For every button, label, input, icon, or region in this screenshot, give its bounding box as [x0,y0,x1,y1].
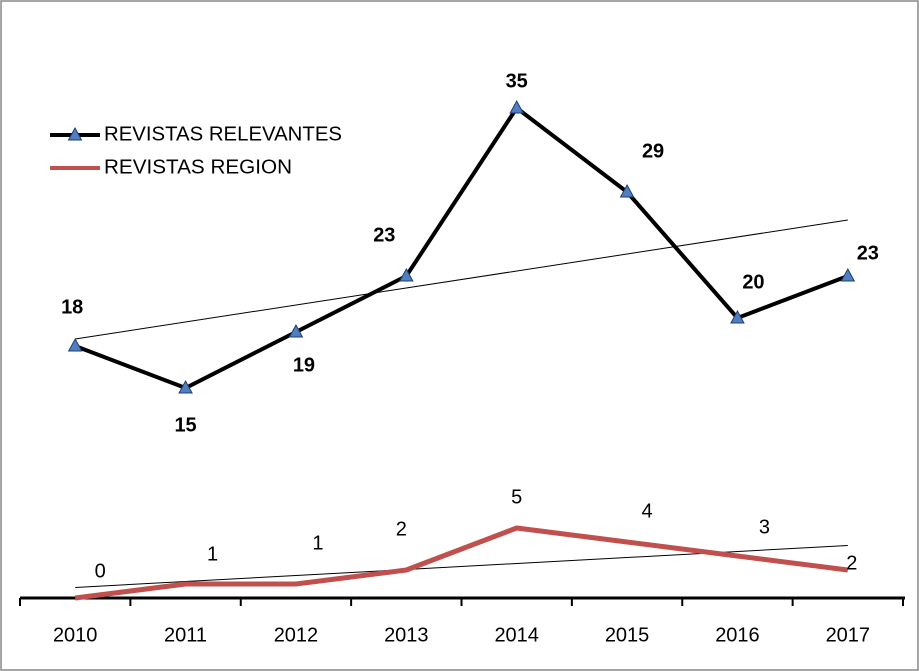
data-label: 4 [642,500,653,522]
x-tick-label: 2015 [605,624,650,646]
data-label: 1 [312,532,323,554]
data-label: 3 [759,516,770,538]
legend-label: REVISTAS RELEVANTES [104,123,342,145]
legend-marker [67,126,83,141]
data-label: 19 [293,354,315,376]
marker [509,99,525,114]
data-label: 35 [506,70,528,92]
x-tick-label: 2010 [53,624,98,646]
data-label: 1 [207,543,218,565]
marker [288,323,304,338]
x-tick-label: 2017 [826,624,871,646]
data-label: 29 [642,140,664,162]
series-line [74,525,849,601]
trendline [75,219,848,340]
x-tick-label: 2014 [494,624,539,646]
data-label: 2 [846,552,857,574]
data-label: 18 [61,296,83,318]
data-label: 0 [95,560,106,582]
legend-label: REVISTAS REGION [104,156,292,178]
data-label: 15 [174,414,196,436]
x-tick-label: 2011 [164,624,207,646]
data-label: 20 [742,271,764,293]
data-label: 23 [373,224,395,246]
x-tick-label: 2013 [384,624,429,646]
data-label: 23 [857,242,879,264]
data-label: 2 [396,518,407,540]
x-tick-label: 2012 [274,624,319,646]
x-tick-label: 2016 [715,624,760,646]
marker [730,309,745,324]
marker [619,183,635,198]
marker [840,267,856,282]
marker [178,379,193,394]
series-line [74,106,849,390]
marker [67,337,83,352]
marker [398,267,414,282]
data-label: 5 [511,486,522,508]
